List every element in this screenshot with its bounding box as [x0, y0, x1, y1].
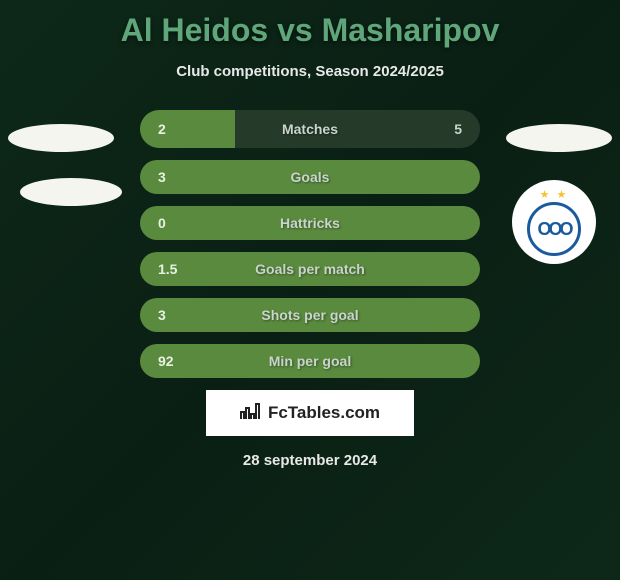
stat-row-hattricks: 0 Hattricks — [140, 206, 480, 240]
footer-brand-badge: FcTables.com — [206, 390, 414, 436]
stat-label: Shots per goal — [140, 307, 480, 323]
club-right-logo: ★ ★ OOO — [512, 180, 596, 264]
stat-left-value: 3 — [158, 307, 188, 323]
stat-row-gpm: 1.5 Goals per match — [140, 252, 480, 286]
club-ring-icon: OOO — [527, 202, 581, 256]
stat-left-value: 1.5 — [158, 261, 188, 277]
stat-row-goals: 3 Goals — [140, 160, 480, 194]
footer-brand-text: FcTables.com — [268, 403, 380, 423]
stats-table: 2 Matches 5 3 Goals 0 Hattricks 1.5 Goal… — [140, 110, 480, 378]
stat-left-value: 3 — [158, 169, 188, 185]
club-left-badge — [20, 178, 122, 206]
subtitle: Club competitions, Season 2024/2025 — [0, 63, 620, 80]
stat-left-value: 92 — [158, 353, 188, 369]
page-title: Al Heidos vs Masharipov — [0, 0, 620, 49]
stat-row-matches: 2 Matches 5 — [140, 110, 480, 148]
stat-label: Goals per match — [140, 261, 480, 277]
stat-row-spg: 3 Shots per goal — [140, 298, 480, 332]
stat-label: Goals — [140, 169, 480, 185]
player-right-photo — [506, 124, 612, 152]
stat-left-value: 2 — [158, 121, 188, 137]
stat-right-value: 5 — [432, 121, 462, 137]
stat-row-mpg: 92 Min per goal — [140, 344, 480, 378]
stat-label: Min per goal — [140, 353, 480, 369]
player-left-photo — [8, 124, 114, 152]
club-stars-icon: ★ ★ — [540, 188, 569, 201]
stat-label: Hattricks — [140, 215, 480, 231]
footer-date: 28 september 2024 — [0, 452, 620, 469]
stat-label: Matches — [140, 121, 480, 137]
chart-icon — [240, 402, 262, 425]
stat-left-value: 0 — [158, 215, 188, 231]
